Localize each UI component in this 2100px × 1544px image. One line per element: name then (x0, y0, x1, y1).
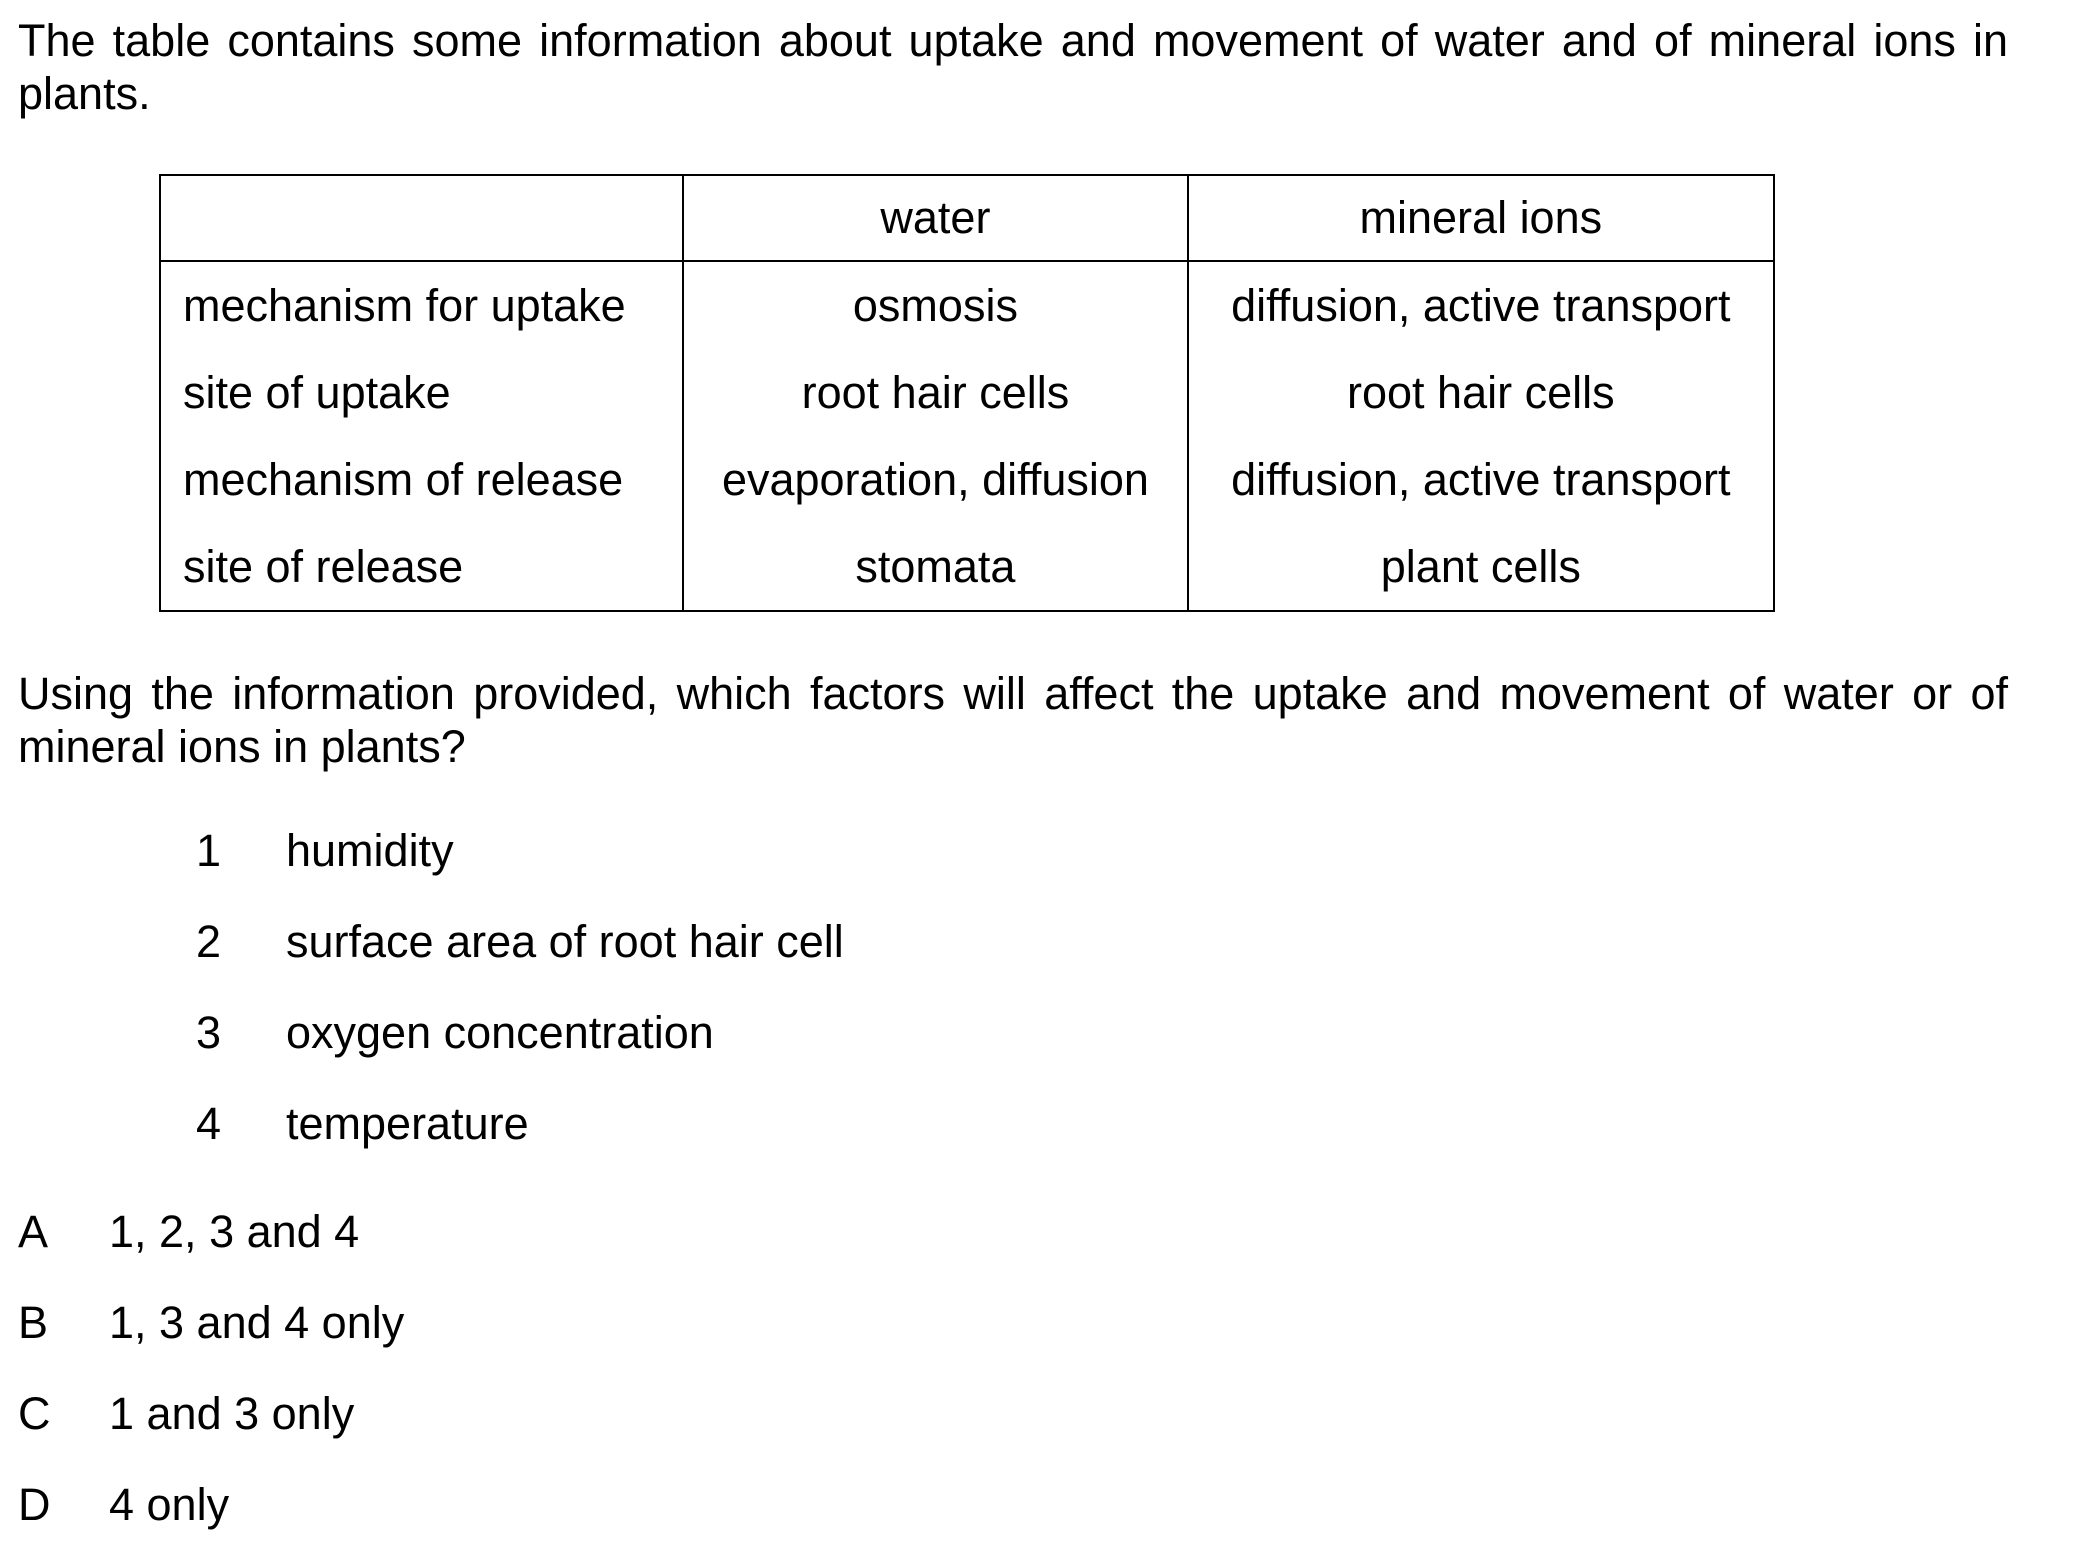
factor-item: 1 humidity (196, 824, 454, 878)
header-cell-water: water (682, 175, 1189, 262)
option-text: 1 and 3 only (109, 1388, 355, 1439)
mineral-ions-cell: plant cells (1186, 523, 1776, 611)
option-text: 1, 3 and 4 only (109, 1297, 405, 1348)
info-table: water mineral ions mechanism for uptake … (158, 174, 1776, 612)
option-text: 1, 2, 3 and 4 (109, 1206, 360, 1257)
header-cell-empty (158, 175, 685, 262)
mineral-ions-cell: diffusion, active transport (1186, 436, 1776, 523)
option-letter: A (18, 1206, 49, 1257)
water-cell: stomata (682, 523, 1189, 611)
answer-option-d[interactable]: D 4 only (18, 1478, 229, 1532)
header-cell-mineral-ions: mineral ions (1186, 175, 1776, 262)
factor-text: temperature (286, 1098, 529, 1149)
answer-option-a[interactable]: A 1, 2, 3 and 4 (18, 1205, 359, 1259)
table-row: site of uptake root hair cells root hair… (158, 349, 1776, 436)
water-cell: evaporation, diffusion (682, 436, 1189, 523)
option-letter: D (18, 1479, 51, 1530)
factor-item: 4 temperature (196, 1097, 529, 1151)
water-cell: osmosis (682, 261, 1189, 349)
table-header-row: water mineral ions (158, 175, 1776, 262)
row-label: site of uptake (158, 349, 685, 436)
table-row: site of release stomata plant cells (158, 523, 1776, 611)
mineral-ions-cell: root hair cells (1186, 349, 1776, 436)
question-text: Using the information provided, which fa… (18, 668, 2008, 772)
factor-number: 4 (196, 1098, 222, 1149)
factor-item: 3 oxygen concentration (196, 1006, 714, 1060)
factor-number: 3 (196, 1007, 222, 1058)
water-cell: root hair cells (682, 349, 1189, 436)
factor-number: 2 (196, 916, 222, 967)
row-label: mechanism for uptake (158, 261, 685, 349)
table-row: mechanism of release evaporation, diffus… (158, 436, 1776, 523)
answer-option-b[interactable]: B 1, 3 and 4 only (18, 1296, 404, 1350)
factor-text: oxygen concentration (286, 1007, 714, 1058)
row-label: site of release (158, 523, 685, 611)
answer-option-c[interactable]: C 1 and 3 only (18, 1387, 354, 1441)
option-letter: C (18, 1388, 51, 1439)
factor-item: 2 surface area of root hair cell (196, 915, 844, 969)
mineral-ions-cell: diffusion, active transport (1186, 261, 1776, 349)
factor-text: humidity (286, 825, 454, 876)
intro-text: The table contains some information abou… (18, 15, 2008, 119)
row-label: mechanism of release (158, 436, 685, 523)
table-row: mechanism for uptake osmosis diffusion, … (158, 261, 1776, 349)
factor-text: surface area of root hair cell (286, 916, 844, 967)
factor-number: 1 (196, 825, 222, 876)
option-letter: B (18, 1297, 49, 1348)
option-text: 4 only (109, 1479, 230, 1530)
